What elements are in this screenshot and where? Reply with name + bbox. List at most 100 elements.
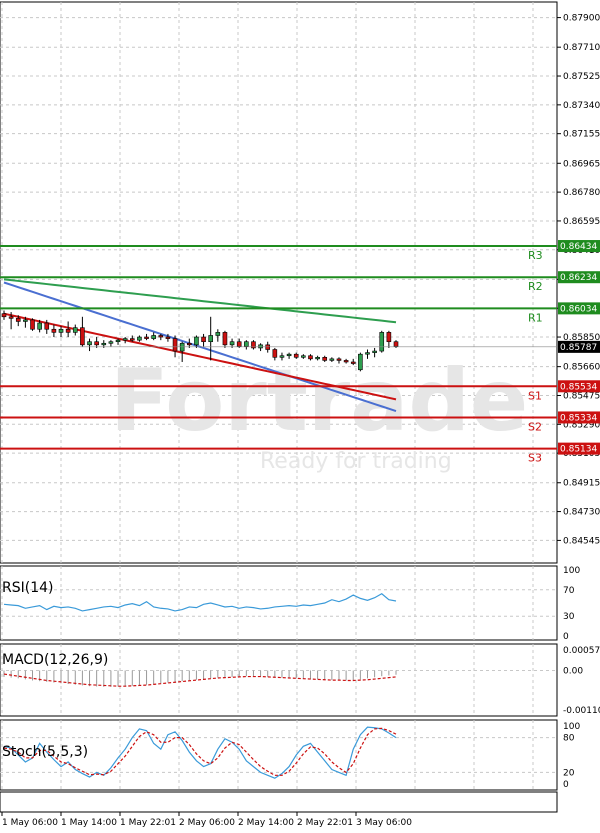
y-tick-label: 0.87525 [563,72,600,82]
y-tick-label: 0.86595 [563,217,600,227]
panel-frame-rsi [0,565,558,641]
macd-tick-label: 0.000575 [563,646,600,656]
rsi-tick-label: 0 [563,632,569,642]
candle-body [158,335,164,338]
rsi-tick-label: 70 [563,586,575,596]
candle-body [343,360,349,363]
pivot-level-name: S1 [528,389,542,402]
rsi-tick-label: 30 [563,612,575,622]
candle-body [215,332,221,336]
candle-body [65,328,71,333]
pivot-level-tag-bg [558,442,600,455]
y-tick-label: 0.84915 [563,479,600,489]
stoch-panel: 100 80 20 0 Stoch(5,5,3) [2,722,580,790]
chart-background [0,1,558,813]
candle-body [236,341,242,347]
candle-body [108,341,114,344]
pivot-level-value: 0.86034 [560,304,597,314]
candle-body [115,339,121,343]
time-tick-label: 2 May 06:00 [179,818,235,828]
moving-average-line-3 [3,312,397,401]
candle-body [51,328,57,333]
time-tick-label: 1 May 06:00 [2,818,58,828]
candle-body [308,355,313,360]
pivot-level-name: S2 [528,420,542,433]
candle-body [165,336,171,339]
pivot-level-tag-bg [558,411,600,424]
candle-body [286,353,292,357]
pivot-level-tag-bg [558,380,600,393]
candle-body [279,355,285,358]
candle-body [365,352,370,355]
candle-body [151,335,156,339]
candle-body [1,313,7,318]
candle-body [172,338,178,352]
candle-body [336,358,342,361]
stoch-tick-label: 80 [563,734,575,744]
candle-body [386,332,392,343]
macd-signal-line [3,673,397,687]
candle-body [187,342,192,346]
candle-body [58,328,64,333]
y-tick-label: 0.87155 [563,130,600,140]
candle-body [372,350,377,353]
candle-body [315,356,320,360]
candle-body [80,327,85,346]
pivot-level-value: 0.85134 [560,445,597,455]
chart-grid [0,2,557,790]
rsi-title: RSI(14) [2,580,53,596]
pivot-level-name: S3 [528,452,542,465]
candle-body [393,341,399,347]
pivot-level-value: 0.85534 [560,382,597,392]
y-tick-label: 0.86965 [563,159,600,169]
candle-body [30,319,35,330]
candle-body [101,342,107,346]
candle-body [23,319,28,322]
candle-body [322,356,328,361]
pivot-level-tag-bg [558,271,600,284]
stoch-title: Stoch(5,5,3) [2,744,88,760]
panel-frame-stoch [0,719,558,791]
pivot-level-value: 0.86434 [560,242,597,252]
candle-body [87,341,92,346]
time-tick-label: 1 May 14:00 [61,818,117,828]
y-tick-label: 0.87900 [563,14,600,24]
y-tick-label: 0.84730 [563,508,600,518]
candle-body [272,349,278,358]
candle-body [258,344,263,349]
pivot-level-name: R1 [528,311,543,324]
candle-body [301,355,306,358]
macd-panel: 0.000575 0.00 -0.001109 MACD(12,26,9) [2,646,600,716]
macd-tick-label: -0.001109 [563,706,600,716]
watermark-tagline: Ready for trading [260,449,452,474]
y-tick-label: 0.85850 [563,333,600,343]
candle-body [8,316,14,319]
y-tick-label: 0.86780 [563,188,600,198]
panel-frame-main [0,1,558,564]
rsi-line [3,593,397,612]
macd-tick-label: 0.00 [563,666,583,676]
time-axis: 1 May 06:00 1 May 14:00 1 May 22:01 2 May 0… [1,812,412,828]
candle-body [94,341,99,346]
candle-body [37,322,42,330]
candle-body [72,327,78,333]
y-tick-label: 0.85660 [563,363,600,373]
candle-body [229,341,235,346]
y-tick-label: 0.87340 [563,101,600,111]
time-tick-label: 1 May 22:01 [120,818,176,828]
current-price-tag-bg [558,340,600,353]
y-tick-label: 0.87710 [563,43,600,53]
pivot-level-value: 0.85334 [560,413,597,423]
candle-body [379,332,385,352]
y-tick-label: 0.85290 [563,420,600,430]
price-panel: 0.87900 0.87710 0.87525 0.87340 0.87155 0.869… [0,14,600,546]
candle-body [194,336,199,346]
stoch-tick-label: 100 [563,722,580,732]
macd-title: MACD(12,26,9) [2,652,108,668]
candle-body [129,338,135,341]
current-price-label: 0.85787 [560,343,597,353]
candle-body [122,338,128,341]
candle-body [265,344,271,350]
